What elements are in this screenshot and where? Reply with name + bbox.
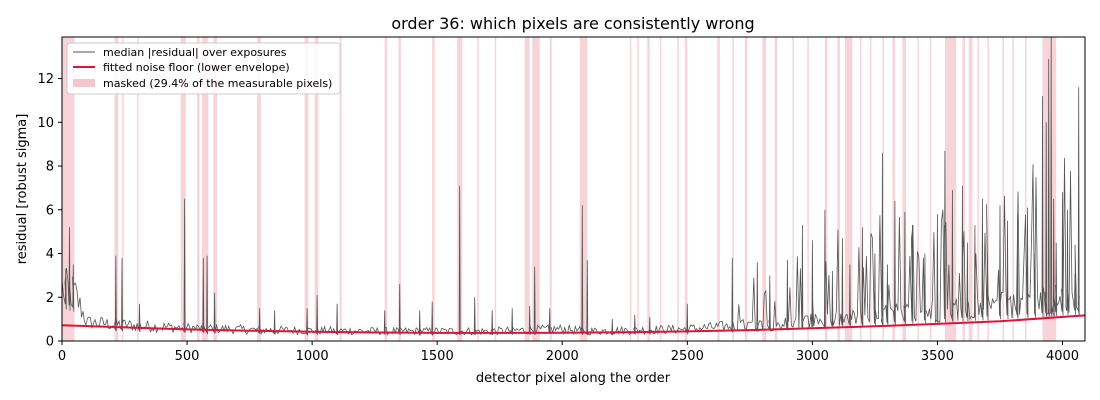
mask-span (929, 37, 932, 341)
mask-span (532, 37, 540, 341)
y-axis-label: residual [robust sigma] (15, 114, 30, 265)
x-tick-label: 2000 (546, 349, 579, 364)
mask-span (1024, 37, 1027, 341)
mask-span (807, 37, 809, 341)
mask-span (1012, 37, 1014, 341)
y-tick-label: 10 (37, 116, 54, 131)
mask-span (339, 37, 342, 341)
mask-spans (62, 37, 1057, 341)
mask-span (629, 37, 632, 341)
mask-span (684, 37, 688, 341)
mask-span (762, 37, 767, 341)
y-tick-label: 6 (46, 203, 54, 218)
y-tick-label: 8 (46, 160, 54, 175)
noise-floor-line (61, 314, 1086, 334)
mask-span (659, 37, 662, 341)
mask-span (180, 37, 186, 341)
mask-span (968, 37, 973, 341)
chart-title: order 36: which pixels are consistently … (391, 14, 754, 33)
mask-span (987, 37, 989, 341)
x-tick-label: 4000 (1046, 349, 1079, 364)
y-tick-label: 4 (46, 247, 54, 262)
mask-span (114, 37, 119, 341)
legend-box (66, 42, 341, 95)
legend-label-mask: masked (29.4% of the measurable pixels) (103, 77, 332, 90)
mask-span (314, 37, 319, 341)
legend-label-residual: median |residual| over exposures (103, 46, 287, 59)
mask-span (257, 37, 261, 341)
mask-span (869, 37, 872, 341)
mask-span (432, 37, 435, 341)
mask-span (717, 37, 720, 341)
x-axis-label: detector pixel along the order (476, 371, 671, 386)
mask-span (202, 37, 209, 341)
x-tick-label: 0 (58, 349, 66, 364)
mask-span (477, 37, 479, 341)
mask-span (494, 37, 497, 341)
mask-span (824, 37, 828, 341)
mask-span (1002, 37, 1004, 341)
mask-span (137, 37, 139, 341)
mask-span (549, 37, 552, 341)
x-tick-label: 500 (175, 349, 200, 364)
legend: median |residual| over exposures fitted … (66, 42, 341, 95)
mask-span (859, 37, 862, 341)
mask-span (732, 37, 734, 341)
mask-span (837, 37, 840, 341)
x-axis-ticks: 0 500 1000 1500 2000 2500 3000 3500 4000 (58, 341, 1079, 364)
mask-span (647, 37, 650, 341)
y-tick-label: 2 (46, 291, 54, 306)
mask-span (917, 37, 919, 341)
mask-span (792, 37, 794, 341)
plot-frame (61, 36, 1086, 342)
noise-floor-series (61, 314, 1086, 334)
x-tick-label: 3500 (921, 349, 954, 364)
y-tick-label: 12 (37, 72, 54, 87)
y-tick-label: 0 (46, 335, 54, 350)
x-tick-label: 2500 (671, 349, 704, 364)
mask-span (902, 37, 907, 341)
y-axis-ticks: 0 2 4 6 8 10 12 (37, 72, 62, 350)
mask-span (122, 37, 124, 341)
mask-span (882, 37, 884, 341)
mask-span (398, 37, 401, 341)
legend-label-noise-floor: fitted noise floor (lower envelope) (103, 61, 290, 74)
mask-span (384, 37, 388, 341)
mask-span (962, 37, 965, 341)
mask-span (744, 37, 748, 341)
mask-span (579, 37, 588, 341)
mask-span (944, 37, 957, 341)
mask-span (977, 37, 979, 341)
mask-span (892, 37, 895, 341)
mask-span (677, 37, 679, 341)
x-tick-label: 1500 (421, 349, 454, 364)
x-tick-label: 3000 (796, 349, 829, 364)
mask-span (637, 37, 639, 341)
x-tick-label: 1000 (296, 349, 329, 364)
mask-span (62, 37, 75, 341)
mask-span (304, 37, 309, 341)
mask-span (197, 37, 200, 341)
mask-span (774, 37, 778, 341)
mask-span (524, 37, 530, 341)
mask-span (213, 37, 218, 341)
mask-span (844, 37, 853, 341)
legend-swatch-mask (73, 79, 95, 87)
